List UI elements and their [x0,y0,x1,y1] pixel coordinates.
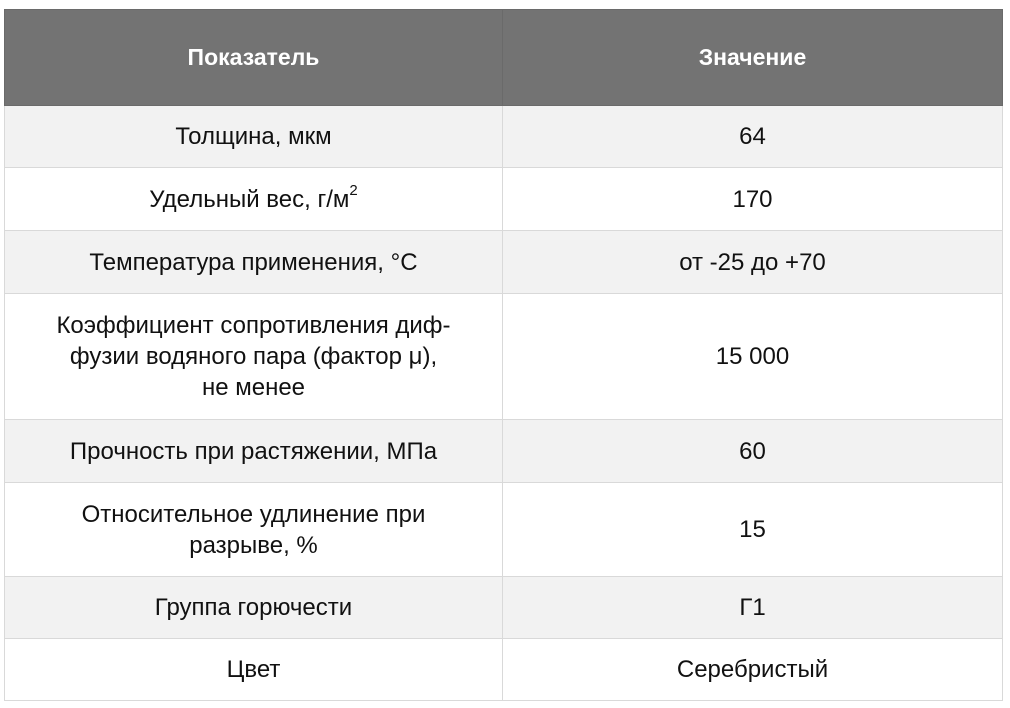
parameter-line: не менее [201,374,306,401]
table-row: Удельный вес, г/м2 170 [4,167,1003,231]
row-value: 60 [502,419,1003,483]
row-value: 15 000 [502,293,1003,420]
parameter-text: Удельный вес, г/м [149,185,350,213]
row-parameter: Относительное удлинение при разрыве, % [4,482,503,577]
row-parameter: Коэффициент сопротивления диф- фузии вод… [4,293,503,420]
row-value: 170 [502,167,1003,231]
parameter-line: Относительное удлинение при [81,500,426,528]
row-parameter: Цвет [4,638,503,701]
table-row: Группа горючести Г1 [4,576,1003,639]
table-row: Коэффициент сопротивления диф- фузии вод… [4,293,1003,420]
row-value: Г1 [502,576,1003,639]
row-value: 64 [502,105,1003,168]
table-header-row: Показатель Значение [4,9,1003,106]
row-value: Серебристый [502,638,1003,701]
row-value: 15 [502,482,1003,577]
parameter-line: Коэффициент сопротивления диф- [56,312,451,339]
table-row: Относительное удлинение при разрыве, % 1… [4,482,1003,577]
row-parameter: Удельный вес, г/м2 [4,167,503,231]
row-value: от -25 до +70 [502,230,1003,294]
parameter-line: разрыве, % [189,531,318,559]
table-row: Толщина, мкм 64 [4,105,1003,168]
row-parameter: Толщина, мкм [4,105,503,168]
table-row: Прочность при растяжении, МПа 60 [4,419,1003,483]
superscript: 2 [349,181,358,199]
table-row: Температура применения, °C от -25 до +70 [4,230,1003,294]
row-parameter: Температура применения, °C [4,230,503,294]
table-row: Цвет Серебристый [4,638,1003,701]
column-header-value: Значение [502,9,1003,106]
row-parameter: Прочность при растяжении, МПа [4,419,503,483]
parameter-line: фузии водяного пара (фактор μ), [69,343,438,370]
properties-table: Показатель Значение Толщина, мкм 64 Удел… [4,9,1003,701]
column-header-parameter: Показатель [4,9,503,106]
row-parameter: Группа горючести [4,576,503,639]
